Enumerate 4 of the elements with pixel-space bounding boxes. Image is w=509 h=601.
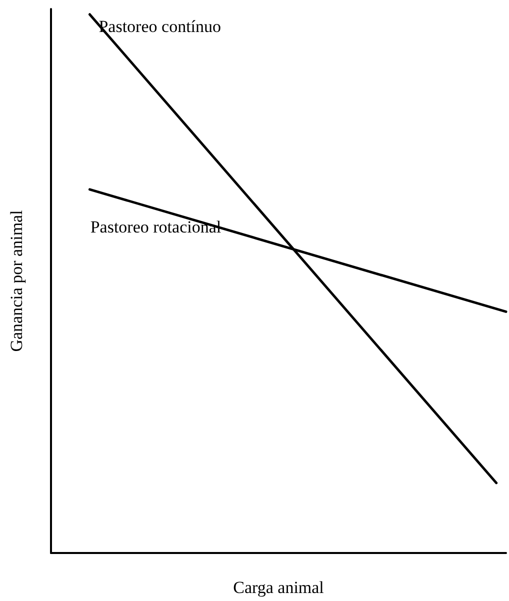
y-axis-title: Ganancia por animal bbox=[7, 210, 26, 352]
series-label: Pastoreo rotacional bbox=[90, 217, 222, 236]
x-axis-title: Carga animal bbox=[233, 578, 324, 597]
series-label: Pastoreo contínuo bbox=[98, 16, 222, 36]
